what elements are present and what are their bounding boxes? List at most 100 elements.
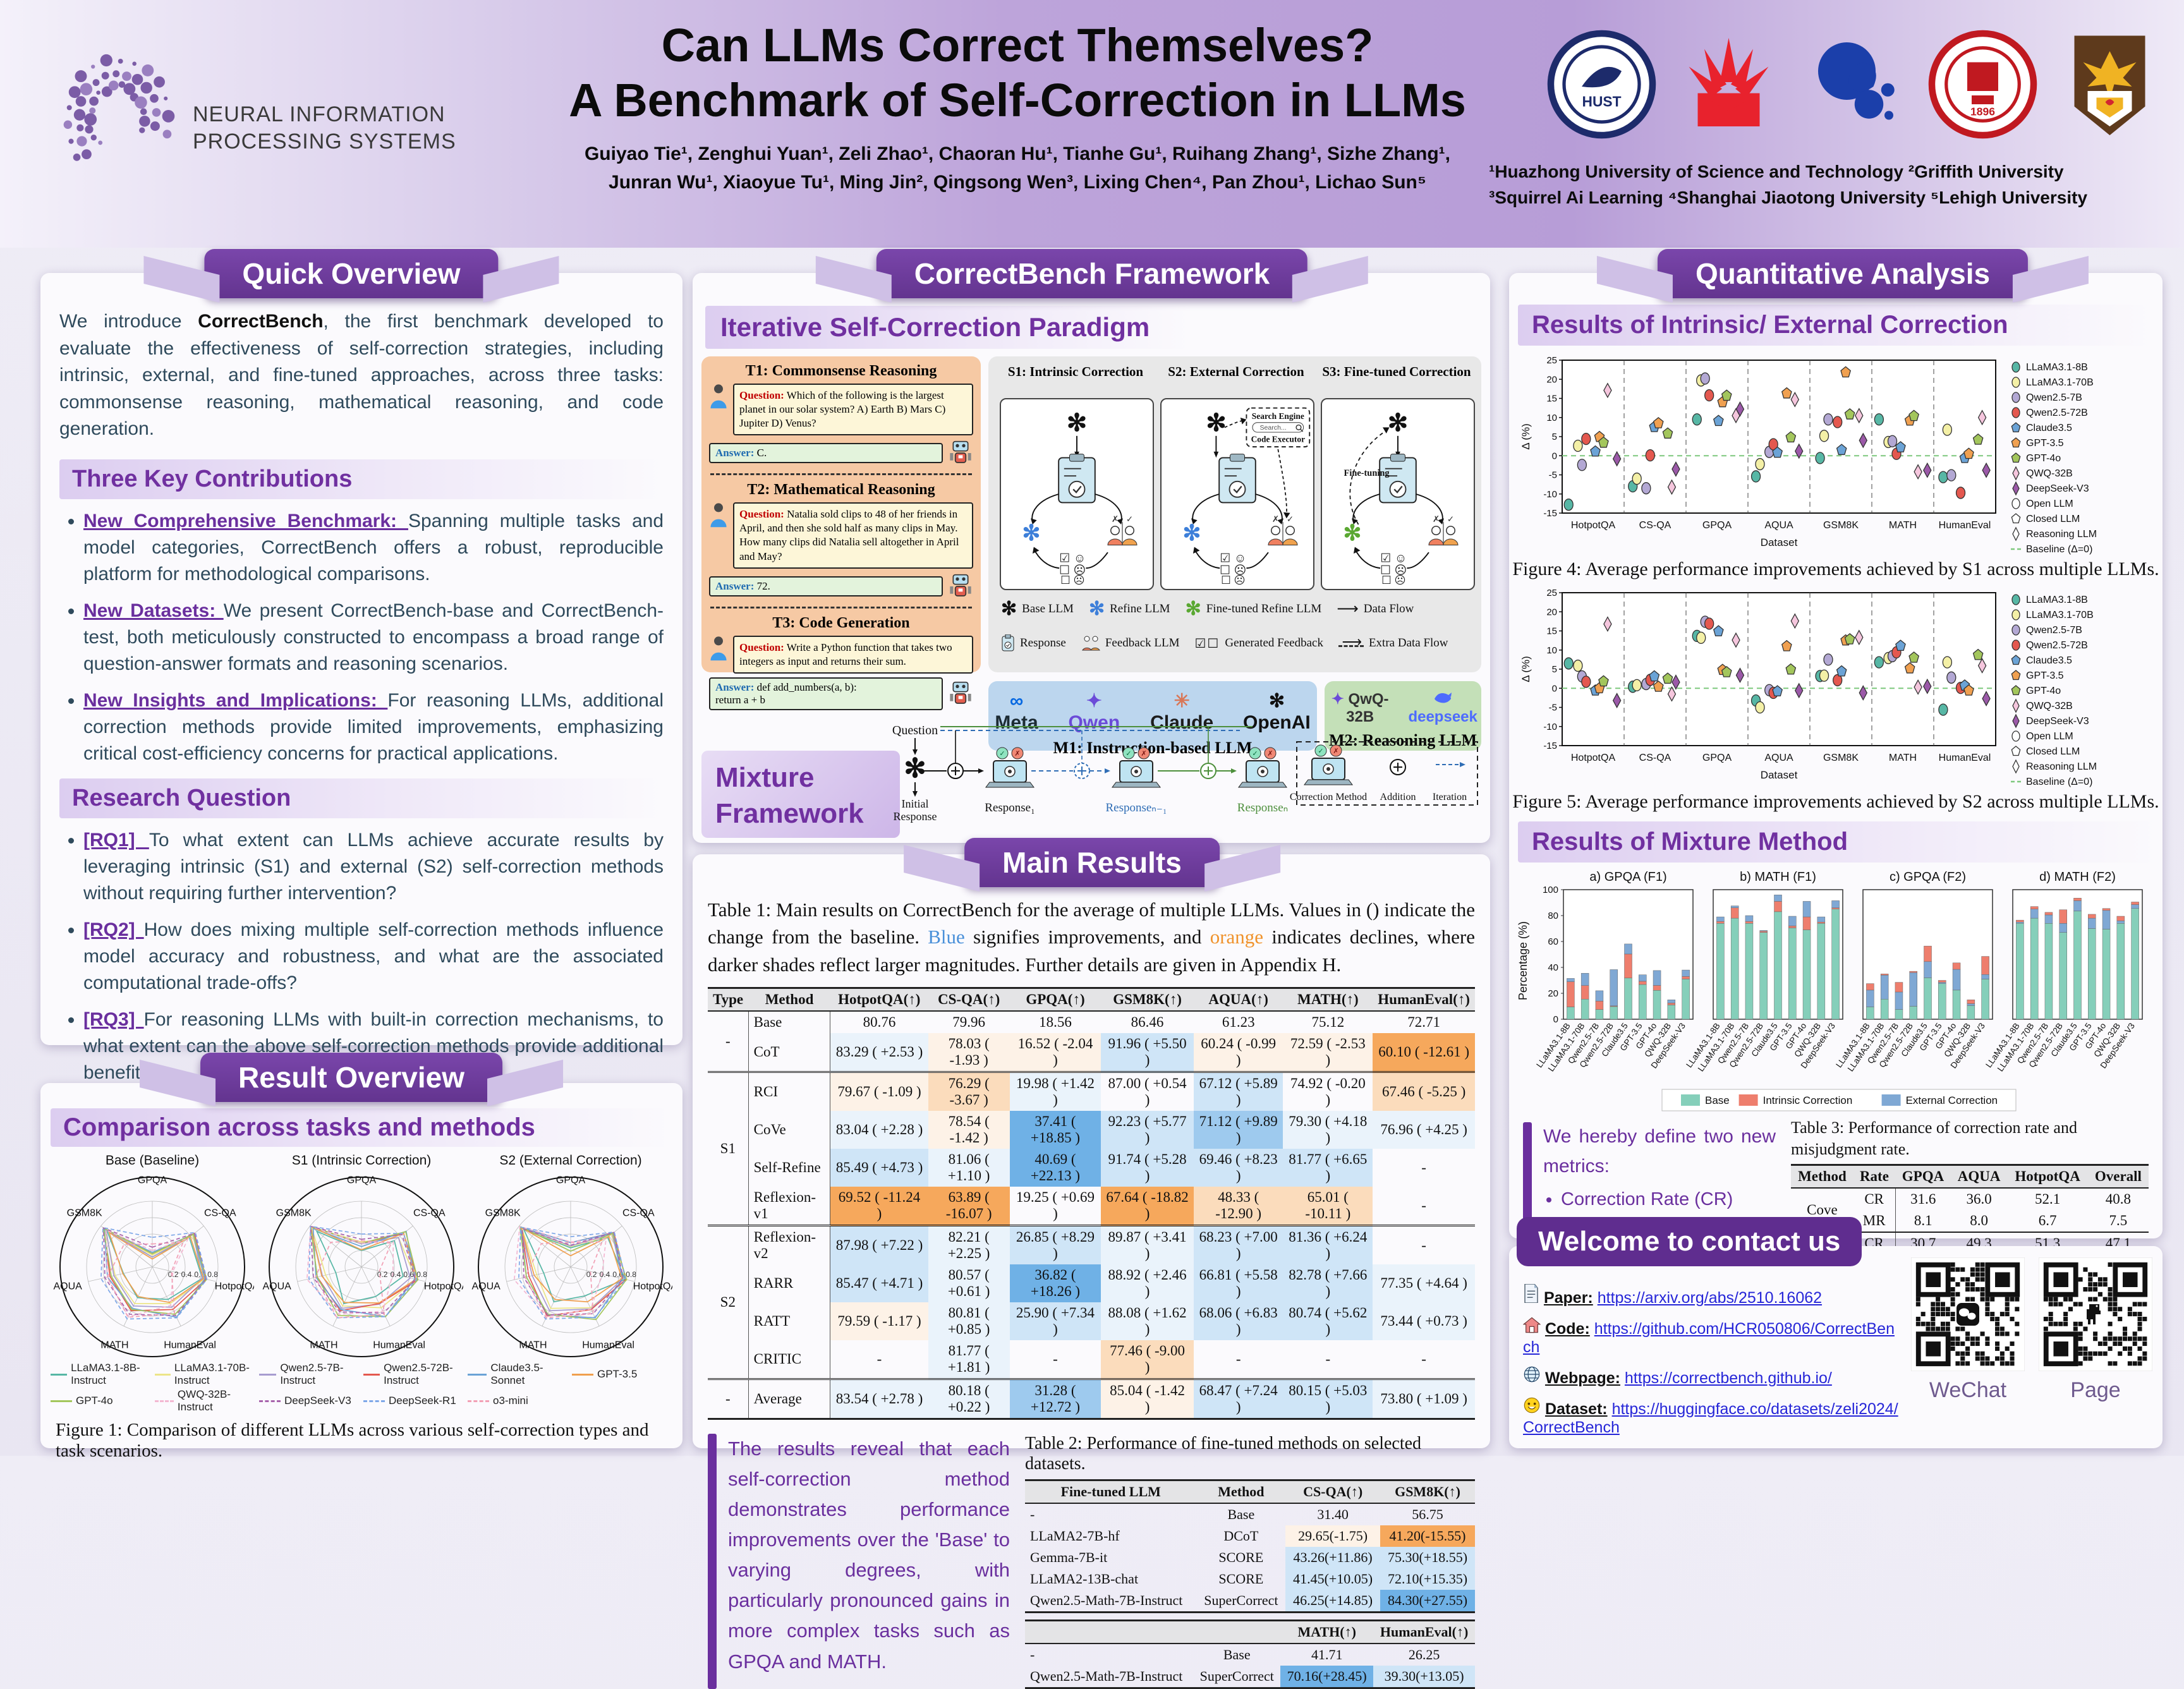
legend-finetuned-llm: ✻ Fine-tuned Refine LLM xyxy=(1185,598,1322,619)
link-url[interactable]: https://arxiv.org/abs/2510.16062 xyxy=(1597,1289,1823,1307)
table-cell: SCORE xyxy=(1218,1549,1264,1566)
table-cell: 41.20(-15.55) xyxy=(1380,1525,1475,1547)
legend-extra-data-flow: ⟶ Extra Data Flow xyxy=(1338,634,1448,650)
figure5-scatter: -15 -10 -5 0 5 10 15 20 25 Δ (%) HotpotQA CS-QA GPQA… xyxy=(1520,588,2097,787)
svg-text:GPQA: GPQA xyxy=(138,1175,167,1186)
svg-text:Closed LLM: Closed LLM xyxy=(2026,514,2080,524)
table-cell: 82.21 ( +2.25 ) xyxy=(928,1225,1010,1265)
svg-text:Addition: Addition xyxy=(1380,792,1416,802)
table1-row-Average: - Average 83.54 ( +2.78 ) 80.18 ( +0.22 ) 31… xyxy=(708,1378,1475,1419)
svg-text:0.8: 0.8 xyxy=(207,1270,218,1279)
figure1-legend-GPT-3.5: GPT-3.5 xyxy=(572,1362,672,1387)
wechat-qr-code xyxy=(1910,1257,2025,1372)
svg-text:CS-QA: CS-QA xyxy=(1639,520,1671,531)
task-1-question: Question: Which of the following is the … xyxy=(733,384,973,436)
svg-text:-15: -15 xyxy=(1543,508,1557,519)
table-cell: 16.52 ( -2.04 ) xyxy=(1009,1033,1101,1072)
figure1-legend-QWQ-32B-Instruct: QWQ-32B-Instruct xyxy=(155,1388,255,1414)
figure1-legend: LLaMA3.1-8B-Instruct LLaMA3.1-70B-Instruc… xyxy=(51,1362,672,1414)
response-clipboard-icon xyxy=(1002,634,1014,651)
intro-post: , the first benchmark developed to evalu… xyxy=(59,311,664,440)
laptop-response-n-icon: ✓ ✗ xyxy=(1238,747,1287,788)
contribution-2-text: We present CorrectBench-base and Correct… xyxy=(83,600,664,674)
link-url[interactable]: https://correctbench.github.io/ xyxy=(1624,1369,1832,1387)
svg-text:Intrinsic Correction: Intrinsic Correction xyxy=(1763,1094,1853,1106)
heading-paradigm: Iterative Self-Correction Paradigm xyxy=(705,306,1191,349)
table2-header: Method xyxy=(1196,1479,1286,1504)
table3-value: 52.1 xyxy=(2034,1190,2061,1207)
figure1-legend-DeepSeek-R1: DeepSeek-R1 xyxy=(363,1388,464,1414)
heading-comparison: Comparison across tasks and methods xyxy=(51,1108,672,1147)
llm-flower-icon: ✻ xyxy=(1185,598,1201,619)
table-cell: 69.46 ( +8.23 ) xyxy=(1193,1149,1283,1187)
table-cell: 68.06 ( +6.83 ) xyxy=(1193,1302,1283,1341)
table-cell: 46.25(+14.85) xyxy=(1285,1590,1381,1613)
svg-text:✗: ✗ xyxy=(1433,514,1440,524)
table-cell: 80.74 ( +5.62 ) xyxy=(1283,1302,1373,1341)
svg-text:S1 (Intrinsic Correction): S1 (Intrinsic Correction) xyxy=(292,1153,432,1168)
table-cell: 31.28 ( +12.72 ) xyxy=(1009,1378,1101,1419)
svg-text:HotpotQA: HotpotQA xyxy=(424,1281,463,1292)
table-cell: Base xyxy=(1223,1647,1251,1663)
llm-flower-icon: ✻ xyxy=(1088,598,1105,619)
svg-text:GSM8K: GSM8K xyxy=(1823,753,1859,763)
svg-text:Question: Question xyxy=(892,723,938,737)
table1-row-RCI: S1 RCI 79.67 ( -1.09 ) 76.29 ( -3.67 ) 19.98… xyxy=(708,1071,1475,1226)
s2-loop-diagram: ✻✻✗ ✓☑ ☺☐ ☹☐ ☹Search EngineSearch...Code … xyxy=(1183,407,1311,586)
table-cell: 63.89 ( -16.07 ) xyxy=(928,1187,1010,1226)
svg-text:✓: ✓ xyxy=(1287,514,1294,524)
svg-text:25: 25 xyxy=(1546,355,1557,366)
page-qr-block: Page xyxy=(2038,1257,2153,1403)
table-cell: 83.29 ( +2.53 ) xyxy=(830,1033,928,1072)
table3-header: Rate xyxy=(1853,1163,1895,1189)
table1-method: RATT xyxy=(748,1302,831,1341)
link-url[interactable]: https://huggingface.co/datasets/zeli2024… xyxy=(1523,1400,1898,1436)
robot-icon xyxy=(950,681,971,704)
table3-header: Method xyxy=(1791,1163,1853,1189)
task-3-title: T3: Code Generation xyxy=(772,614,910,631)
intro-pre: We introduce xyxy=(59,311,198,332)
table-cell: 39.30(+13.05) xyxy=(1373,1666,1475,1688)
table-cell: 79.30 ( +4.18 ) xyxy=(1283,1111,1373,1149)
table-cell: - xyxy=(1421,1351,1426,1367)
table-cell: 41.71 xyxy=(1311,1647,1343,1663)
table1-type: - xyxy=(708,1011,749,1072)
table-cell: 87.98 ( +7.22 ) xyxy=(830,1225,928,1265)
svg-text:Dataset: Dataset xyxy=(1761,769,1798,781)
table-cell: 29.65(-1.75) xyxy=(1285,1525,1381,1547)
legend-correction-method-icon: ✓ ✗ xyxy=(1304,744,1353,785)
authors-line1: Guiyao Tie¹, Zenghui Yuan¹, Zeli Zhao¹, … xyxy=(584,143,1451,164)
svg-text:AQUA: AQUA xyxy=(471,1281,500,1292)
table-cell: 25.90 ( +7.34 ) xyxy=(1009,1302,1101,1341)
section-banner-framework: CorrectBench Framework xyxy=(876,249,1308,298)
lehigh-logo-icon xyxy=(2074,35,2145,135)
table-cell: SuperCorrect xyxy=(1204,1592,1278,1609)
table-cell: 89.87 ( +3.41 ) xyxy=(1101,1225,1194,1265)
svg-text:10: 10 xyxy=(1546,645,1557,656)
task-divider xyxy=(710,473,972,476)
svg-text:Δ (%): Δ (%) xyxy=(1520,423,1532,450)
svg-text:✻: ✻ xyxy=(1388,409,1408,437)
qwen-icon: ✦ xyxy=(1086,691,1102,711)
svg-text:HUST: HUST xyxy=(1582,93,1622,109)
svg-text:0.2: 0.2 xyxy=(377,1270,388,1279)
table2-header: HumanEval(↑) xyxy=(1373,1619,1475,1645)
table-cell: 36.82 ( +18.26 ) xyxy=(1009,1264,1101,1303)
contribution-3-text: For reasoning LLMs, additional correctio… xyxy=(83,689,664,764)
svg-text:☐ ☹: ☐ ☹ xyxy=(1059,564,1086,578)
link-url[interactable]: https://github.com/HCR050806/CorrectBenc… xyxy=(1523,1320,1895,1356)
svg-text:Reasoning LLM: Reasoning LLM xyxy=(2026,761,2097,772)
svg-text:LLaMA3.1-8B: LLaMA3.1-8B xyxy=(2026,595,2088,605)
table-cell: 78.54 ( -1.42 ) xyxy=(928,1111,1010,1149)
table3-value: 31.6 xyxy=(1910,1190,1936,1207)
paper-doc-icon xyxy=(1524,1283,1538,1304)
svg-text:0.4: 0.4 xyxy=(600,1270,610,1279)
table3-caption: Table 3: Performance of correction rate … xyxy=(1791,1118,2077,1158)
radar-chart-3: S2 (External Correction) GPQA CS-QA HotpotQ… xyxy=(471,1153,672,1357)
neurips-text-line2: PROCESSING SYSTEMS xyxy=(193,129,456,154)
poster-title-line1: Can LLMs Correct Themselves? xyxy=(661,19,1374,71)
table-cell: Qwen2.5-Math-7B-Instruct xyxy=(1030,1592,1183,1609)
table-cell: - xyxy=(877,1351,882,1367)
radar-series-DeepSeek-R1 xyxy=(100,1226,208,1320)
table-cell: 85.04 ( -1.42 ) xyxy=(1101,1378,1194,1419)
